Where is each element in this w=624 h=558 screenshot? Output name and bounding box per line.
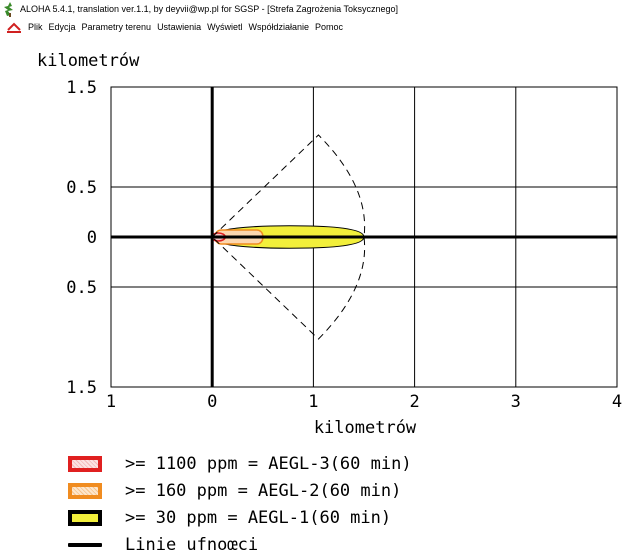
document-icon[interactable] — [6, 20, 22, 34]
axes — [111, 87, 617, 387]
y-tick-label: 0.5 — [66, 178, 97, 198]
menu-parametry-terenu[interactable]: Parametry terenu — [81, 21, 152, 32]
aloha-app-icon — [4, 2, 13, 17]
legend-label-confidence: Linie ufnoœci — [125, 534, 259, 555]
y-tick-label: 1.5 — [66, 378, 97, 398]
y-tick-label: 1.5 — [66, 78, 97, 98]
menu-ustawienia[interactable]: Ustawienia — [157, 21, 202, 32]
y-tick-label: 0.5 — [66, 278, 97, 298]
menu-edycja[interactable]: Edycja — [48, 21, 76, 32]
legend: >= 1100 ppm = AEGL-3(60 min) >= 160 ppm … — [68, 450, 608, 558]
legend-label-aegl1: >= 30 ppm = AEGL-1(60 min) — [125, 507, 392, 528]
menu-pomoc[interactable]: Pomoc — [315, 21, 344, 32]
x-tick-label: 2 — [409, 392, 419, 412]
menu-plik[interactable]: Plik — [28, 21, 43, 32]
legend-item-aegl3: >= 1100 ppm = AEGL-3(60 min) — [68, 450, 608, 477]
title-bar: ALOHA 5.4.1, translation ver.1.1, by dey… — [0, 0, 624, 18]
x-tick-label: 4 — [612, 392, 622, 412]
confidence-lines — [211, 134, 366, 340]
confidence-line-swatch — [68, 542, 102, 547]
tick-labels: 1 0 1 2 3 4 1.5 0.5 0 0.5 1.5 — [66, 78, 622, 412]
y-axis-label: kilometrów — [37, 51, 140, 71]
legend-item-aegl2: >= 160 ppm = AEGL-2(60 min) — [68, 477, 608, 504]
x-tick-label: 0 — [207, 392, 217, 412]
y-tick-label: 0 — [87, 228, 97, 248]
menu-bar: Plik Edycja Parametry terenu Ustawienia … — [0, 18, 624, 35]
x-tick-label: 1 — [308, 392, 318, 412]
window-title: ALOHA 5.4.1, translation ver.1.1, by dey… — [20, 4, 398, 14]
aegl2-swatch — [68, 482, 102, 499]
aegl3-swatch — [68, 455, 102, 472]
menu-wyswietl[interactable]: Wyświetl — [207, 21, 243, 32]
x-tick-label: 3 — [511, 392, 521, 412]
legend-item-confidence: Linie ufnoœci — [68, 531, 608, 558]
menu-wspoldzialanie[interactable]: Współdziałanie — [248, 21, 310, 32]
x-tick-label: 1 — [106, 392, 116, 412]
legend-label-aegl3: >= 1100 ppm = AEGL-3(60 min) — [125, 453, 412, 474]
x-axis-label: kilometrów — [314, 418, 417, 438]
legend-label-aegl2: >= 160 ppm = AEGL-2(60 min) — [125, 480, 402, 501]
legend-item-aegl1: >= 30 ppm = AEGL-1(60 min) — [68, 504, 608, 531]
confidence-wedge — [211, 134, 366, 340]
threat-zone-plot: kilometrów kilometrów 1 0 1 2 3 4 1.5 0.5 0 0.5 1.… — [37, 51, 622, 438]
aegl1-swatch — [68, 509, 102, 526]
